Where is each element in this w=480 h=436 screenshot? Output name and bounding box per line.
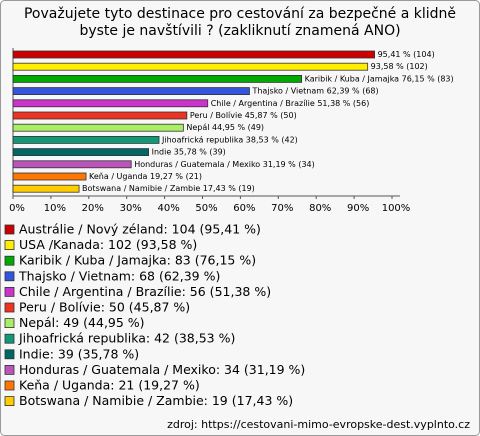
value-label: Karibik / Kuba / Jamajka 76,15 % (83) bbox=[305, 74, 454, 83]
legend-swatch bbox=[4, 380, 15, 391]
legend-label: Austrálie / Nový zéland: 104 (95,41 %) bbox=[19, 222, 261, 237]
legend-label: Thajsko / Vietnam: 68 (62,39 %) bbox=[18, 268, 220, 283]
x-tick-label: 40% bbox=[157, 203, 179, 214]
bar bbox=[12, 99, 209, 108]
legend-label: Keňa / Uganda: 21 (19,27 %) bbox=[19, 378, 200, 393]
legend-swatch bbox=[4, 255, 15, 266]
legend-swatch bbox=[4, 396, 15, 407]
legend-label: Peru / Bolívie: 50 (45,87 %) bbox=[19, 300, 190, 315]
legend-swatch bbox=[4, 318, 15, 329]
bar bbox=[12, 87, 250, 95]
x-tick-label: 60% bbox=[233, 203, 255, 214]
value-label: Peru / Bolívie 45,87 % (50) bbox=[190, 111, 297, 120]
legend-label: Chile / Argentina / Brazílie: 56 (51,38 … bbox=[19, 284, 271, 299]
legend-swatch bbox=[4, 286, 15, 297]
legend-swatch bbox=[4, 224, 15, 235]
x-tick-label: 80% bbox=[309, 203, 331, 214]
legend-swatch bbox=[4, 349, 15, 360]
value-label: Botswana / Namibie / Zambie 17,43 % (19) bbox=[82, 184, 255, 193]
value-label: Jihoafrická republika 38,53 % (42) bbox=[161, 135, 298, 144]
legend-label: Jihoafrická republika: 42 (38,53 %) bbox=[18, 331, 235, 346]
value-label: Chile / Argentina / Brazílie 51,38 % (56… bbox=[211, 99, 370, 108]
bar bbox=[12, 111, 188, 120]
bar bbox=[12, 184, 80, 193]
title-box: Považujete tyto destinace pro cestování … bbox=[23, 6, 457, 39]
value-label: Honduras / Guatemala / Mexiko 31,19 % (3… bbox=[134, 160, 315, 169]
legend-label: Botswana / Namibie / Zambie: 19 (17,43 %… bbox=[19, 393, 293, 408]
legend-swatch bbox=[4, 333, 15, 344]
x-tick-label: 20% bbox=[82, 203, 104, 214]
legend-label: Indie: 39 (35,78 %) bbox=[19, 346, 139, 361]
legend-label: USA /Kanada: 102 (93,58 %) bbox=[19, 237, 197, 252]
x-tick-label: 90% bbox=[347, 203, 369, 214]
bar bbox=[12, 135, 160, 144]
legend-label: Nepál: 49 (44,95 %) bbox=[19, 315, 145, 330]
x-tick-label: 70% bbox=[271, 203, 293, 214]
legend-swatch bbox=[4, 240, 15, 251]
x-tick-label: 100% bbox=[382, 203, 411, 214]
legend-swatch bbox=[4, 271, 15, 282]
value-label: Nepál 44,95 % (49) bbox=[186, 123, 264, 132]
value-label: Thajsko / Vietnam 62,39 % (68) bbox=[251, 87, 378, 96]
source: zdroj: https://cestovani-mimo-evropske-d… bbox=[167, 418, 470, 431]
x-tick-label: 0% bbox=[9, 203, 25, 214]
bar bbox=[12, 160, 132, 169]
bar bbox=[12, 62, 369, 71]
legend-swatch bbox=[4, 302, 15, 313]
legend-swatch bbox=[4, 364, 15, 375]
bar bbox=[12, 50, 376, 59]
bar bbox=[12, 123, 184, 132]
value-label: Indie 35,78 % (39) bbox=[152, 148, 226, 157]
value-label: 93,58 % (102) bbox=[371, 62, 428, 71]
bar bbox=[12, 75, 303, 83]
legend-label: Honduras / Guatemala / Mexiko: 34 (31,19… bbox=[19, 362, 305, 377]
legend-label: Karibik / Kuba / Jamajka: 83 (76,15 %) bbox=[19, 253, 256, 268]
x-tick-label: 30% bbox=[120, 203, 142, 214]
chart-title: Považujete tyto destinace pro cestování … bbox=[23, 6, 457, 39]
bar bbox=[12, 172, 87, 181]
value-label: Keňa / Uganda 19,27 % (21) bbox=[89, 171, 202, 181]
bar bbox=[12, 148, 150, 157]
x-tick-label: 10% bbox=[44, 203, 66, 214]
value-label: 95,41 % (104) bbox=[378, 50, 435, 59]
x-tick-label: 50% bbox=[195, 203, 217, 214]
